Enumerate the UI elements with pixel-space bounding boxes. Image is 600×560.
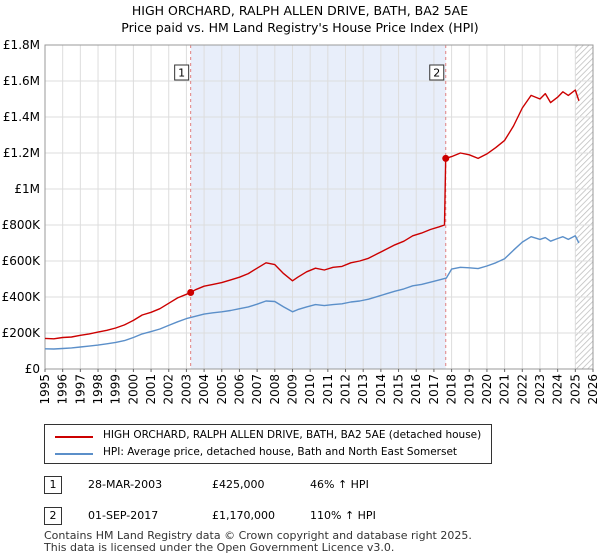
chart-subtitle: Price paid vs. HM Land Registry's House … <box>121 20 479 35</box>
x-tick-label: 2007 <box>250 374 264 405</box>
sale-marker-box <box>174 64 190 81</box>
sale-marker-label: 1 <box>178 67 185 80</box>
transaction-price: £1,170,000 <box>212 509 275 522</box>
price-chart: £0 £200K £400K £600K £800K £1M £1.2M £1.4M £1.6M… <box>2 38 600 405</box>
footer-licence: This data is licensed under the Open Gov… <box>44 541 395 554</box>
x-tick-label: 2012 <box>339 374 353 405</box>
x-tick-label: 2017 <box>427 374 441 405</box>
y-tick-label: £800K <box>2 218 42 232</box>
y-tick-label: £0 <box>25 362 40 376</box>
x-tick-label: 2014 <box>374 374 388 405</box>
y-tick-label: £1.8M <box>3 38 40 52</box>
x-tick-label: 2002 <box>162 374 176 405</box>
y-tick-label: £1.6M <box>3 74 40 88</box>
x-tick-label: 2022 <box>515 374 529 405</box>
x-tick-label: 2006 <box>232 374 246 405</box>
legend-swatch-property <box>55 436 93 438</box>
x-tick-label: 2000 <box>126 374 140 405</box>
footer-note: Contains HM Land Registry data © Crown c… <box>44 530 472 554</box>
x-tick-label: 1996 <box>56 374 70 405</box>
transaction-price: £425,000 <box>212 478 265 491</box>
x-tick-label: 2011 <box>321 374 335 405</box>
footer-copyright: Contains HM Land Registry data © Crown c… <box>44 529 472 542</box>
x-tick-label: 1998 <box>91 374 105 405</box>
y-tick-label: £400K <box>2 290 42 304</box>
y-tick-label: £200K <box>2 326 42 340</box>
x-tick-label: 2015 <box>392 374 406 405</box>
legend-item-hpi: HPI: Average price, detached house, Bath… <box>45 446 491 462</box>
x-tick-label: 2003 <box>179 374 193 405</box>
chart-title: HIGH ORCHARD, RALPH ALLEN DRIVE, BATH, B… <box>131 3 469 18</box>
x-tick-label: 2008 <box>268 374 282 405</box>
legend-label-hpi: HPI: Average price, detached house, Bath… <box>103 446 458 458</box>
x-tick-label: 2004 <box>197 374 211 405</box>
x-tick-label: 2025 <box>568 374 582 405</box>
transaction-hpi: 46% ↑ HPI <box>310 478 369 491</box>
x-tick-label: 2021 <box>498 374 512 405</box>
x-tick-label: 2005 <box>215 374 229 405</box>
x-tick-label: 2023 <box>533 374 547 405</box>
x-tick-label: 1995 <box>38 374 52 405</box>
transaction-number: 2 <box>44 507 62 525</box>
transaction-number: 1 <box>44 476 62 494</box>
x-tick-label: 2020 <box>480 374 494 405</box>
chart-legend: HIGH ORCHARD, RALPH ALLEN DRIVE, BATH, B… <box>44 424 492 464</box>
shaded-period <box>190 45 446 369</box>
x-tick-label: 2024 <box>551 374 565 405</box>
transaction-date: 28-MAR-2003 <box>88 478 163 491</box>
y-tick-label: £600K <box>2 254 42 268</box>
y-tick-label: £1.4M <box>3 110 40 124</box>
property-series-line <box>44 89 580 340</box>
legend-label-property: HIGH ORCHARD, RALPH ALLEN DRIVE, BATH, B… <box>103 429 482 441</box>
hpi-series-line <box>44 235 580 350</box>
x-tick-label: 2026 <box>586 374 600 405</box>
y-tick-label: £1M <box>14 182 40 196</box>
sale-marker-box <box>429 64 445 81</box>
x-tick-label: 2019 <box>462 374 476 405</box>
x-tick-label: 2018 <box>445 374 459 405</box>
x-tick-label: 2001 <box>144 374 158 405</box>
transaction-date: 01-SEP-2017 <box>88 509 159 522</box>
y-tick-label: £1.2M <box>3 146 40 160</box>
legend-swatch-hpi <box>55 453 93 455</box>
sale-point <box>187 289 195 296</box>
x-tick-label: 2016 <box>409 374 423 405</box>
legend-item-property: HIGH ORCHARD, RALPH ALLEN DRIVE, BATH, B… <box>45 429 491 445</box>
x-tick-label: 1997 <box>73 374 87 405</box>
sale-point <box>442 154 450 162</box>
x-tick-label: 2010 <box>303 374 317 405</box>
transaction-hpi: 110% ↑ HPI <box>310 509 376 522</box>
x-tick-label: 2009 <box>285 374 299 405</box>
sale-marker-label: 2 <box>433 67 440 80</box>
x-tick-label: 1999 <box>109 374 123 405</box>
forecast-hatch <box>575 45 593 369</box>
x-tick-label: 2013 <box>356 374 370 405</box>
plot-frame <box>44 44 594 370</box>
